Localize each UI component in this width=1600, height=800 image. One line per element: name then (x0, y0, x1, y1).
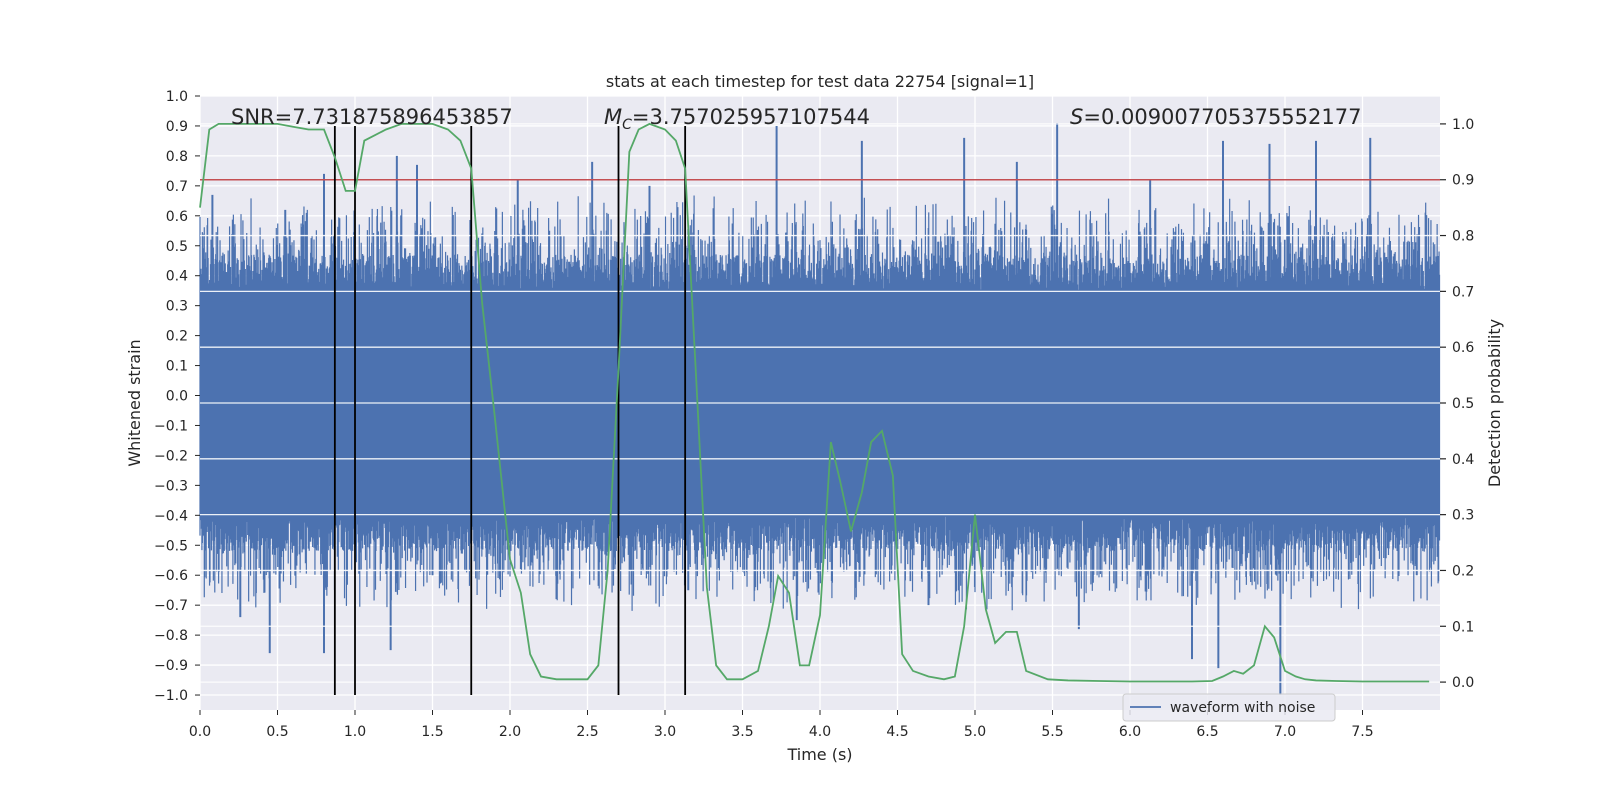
y-left-tick-label: 0.5 (166, 239, 188, 255)
x-tick-label: 5.5 (1041, 724, 1063, 740)
chirp-mass-annotation: MC=3.757025957107544 (604, 105, 870, 133)
y-left-tick-label: −0.2 (154, 448, 188, 464)
x-tick-label: 6.0 (1119, 724, 1141, 740)
chirp-mass-subscript: C (622, 117, 632, 133)
y-left-tick-label: 0.2 (166, 329, 188, 345)
y-left-tick-label: 0.0 (166, 389, 188, 405)
y-left-tick-label: 0.6 (166, 209, 188, 225)
x-tick-label: 1.0 (344, 724, 366, 740)
y-right-tick-label: 0.3 (1452, 508, 1474, 524)
y-left-tick-label: 1.0 (166, 89, 188, 105)
x-tick-label: 4.0 (809, 724, 831, 740)
y-right-axis-title: Detection probability (1485, 319, 1504, 487)
y-left-axis-title: Whitened strain (125, 339, 144, 466)
probability-line (199, 122, 1430, 683)
x-tick-label: 7.0 (1274, 724, 1296, 740)
y-left-tick-label: −0.3 (154, 478, 188, 494)
x-tick-label: 2.5 (576, 724, 598, 740)
snr-annotation: SNR=7.731875896453857 (231, 105, 513, 129)
y-left-tick-label: 0.9 (166, 119, 188, 135)
y-left-tick-label: −0.8 (154, 628, 188, 644)
legend: waveform with noise (1122, 693, 1336, 722)
y-left-tick-label: 0.4 (166, 269, 188, 285)
x-axis-ticks: 0.0 0.5 1.0 1.5 2.0 2.5 3.0 3.5 4.0 4.5 5.0 5.5 6.0 6… (189, 710, 1374, 740)
x-tick-label: 1.5 (421, 724, 443, 740)
y-right-tick-label: 0.9 (1452, 173, 1474, 189)
legend-box (1122, 693, 1336, 722)
y-right-tick-label: 0.6 (1452, 340, 1474, 356)
s-annotation: S=0.009007705375552177 (1070, 105, 1361, 129)
y-left-tick-label: −0.5 (154, 538, 188, 554)
y-right-tick-label: 0.1 (1452, 619, 1474, 635)
y-right-tick-label: 0.8 (1452, 229, 1474, 245)
s-value: =0.009007705375552177 (1083, 105, 1361, 129)
x-tick-label: 0.5 (266, 724, 288, 740)
y-right-tick-label: 0.2 (1452, 563, 1474, 579)
x-tick-label: 7.5 (1351, 724, 1373, 740)
y-left-tick-label: −0.7 (154, 598, 188, 614)
y-left-tick-label: 0.3 (166, 299, 188, 315)
y-left-tick-label: −1.0 (154, 688, 188, 704)
x-tick-label: 5.0 (964, 724, 986, 740)
y-left-tick-label: 0.1 (166, 359, 188, 375)
x-tick-label: 4.5 (886, 724, 908, 740)
chirp-mass-symbol: M (604, 105, 622, 129)
y-right-tick-label: 0.4 (1452, 452, 1474, 468)
y-right-tick-label: 1.0 (1452, 117, 1474, 133)
y-right-tick-label: 0.7 (1452, 284, 1474, 300)
x-tick-label: 6.5 (1196, 724, 1218, 740)
probability-series (199, 122, 1430, 683)
y-left-tick-label: −0.1 (154, 418, 188, 434)
y-right-tick-label: 0.0 (1452, 675, 1474, 691)
vertical-markers (333, 125, 687, 696)
x-tick-label: 3.5 (731, 724, 753, 740)
y-left-tick-label: −0.4 (154, 508, 188, 524)
y-left-tick-label: 0.8 (166, 149, 188, 165)
y-right-tick-label: 0.5 (1452, 396, 1474, 412)
x-tick-label: 3.0 (654, 724, 676, 740)
y-left-tick-label: −0.6 (154, 568, 188, 584)
y-left-tick-label: 0.7 (166, 179, 188, 195)
chirp-mass-value: =3.757025957107544 (632, 105, 870, 129)
s-symbol: S (1070, 105, 1083, 129)
chart-title: stats at each timestep for test data 227… (606, 72, 1034, 91)
x-tick-label: 0.0 (189, 724, 211, 740)
x-tick-label: 2.0 (499, 724, 521, 740)
y-left-tick-label: −0.9 (154, 658, 188, 674)
legend-label-waveform: waveform with noise (1170, 700, 1315, 716)
y-left-axis-ticks: 1.0 0.9 0.8 0.7 0.6 0.5 0.4 0.3 0.2 0.1 0.0 −0.1 −0.… (154, 89, 200, 704)
y-right-axis-ticks: 1.0 0.9 0.8 0.7 0.6 0.5 0.4 0.3 0.2 0.1 0.0 (1440, 117, 1474, 691)
x-axis-title: Time (s) (786, 745, 852, 764)
